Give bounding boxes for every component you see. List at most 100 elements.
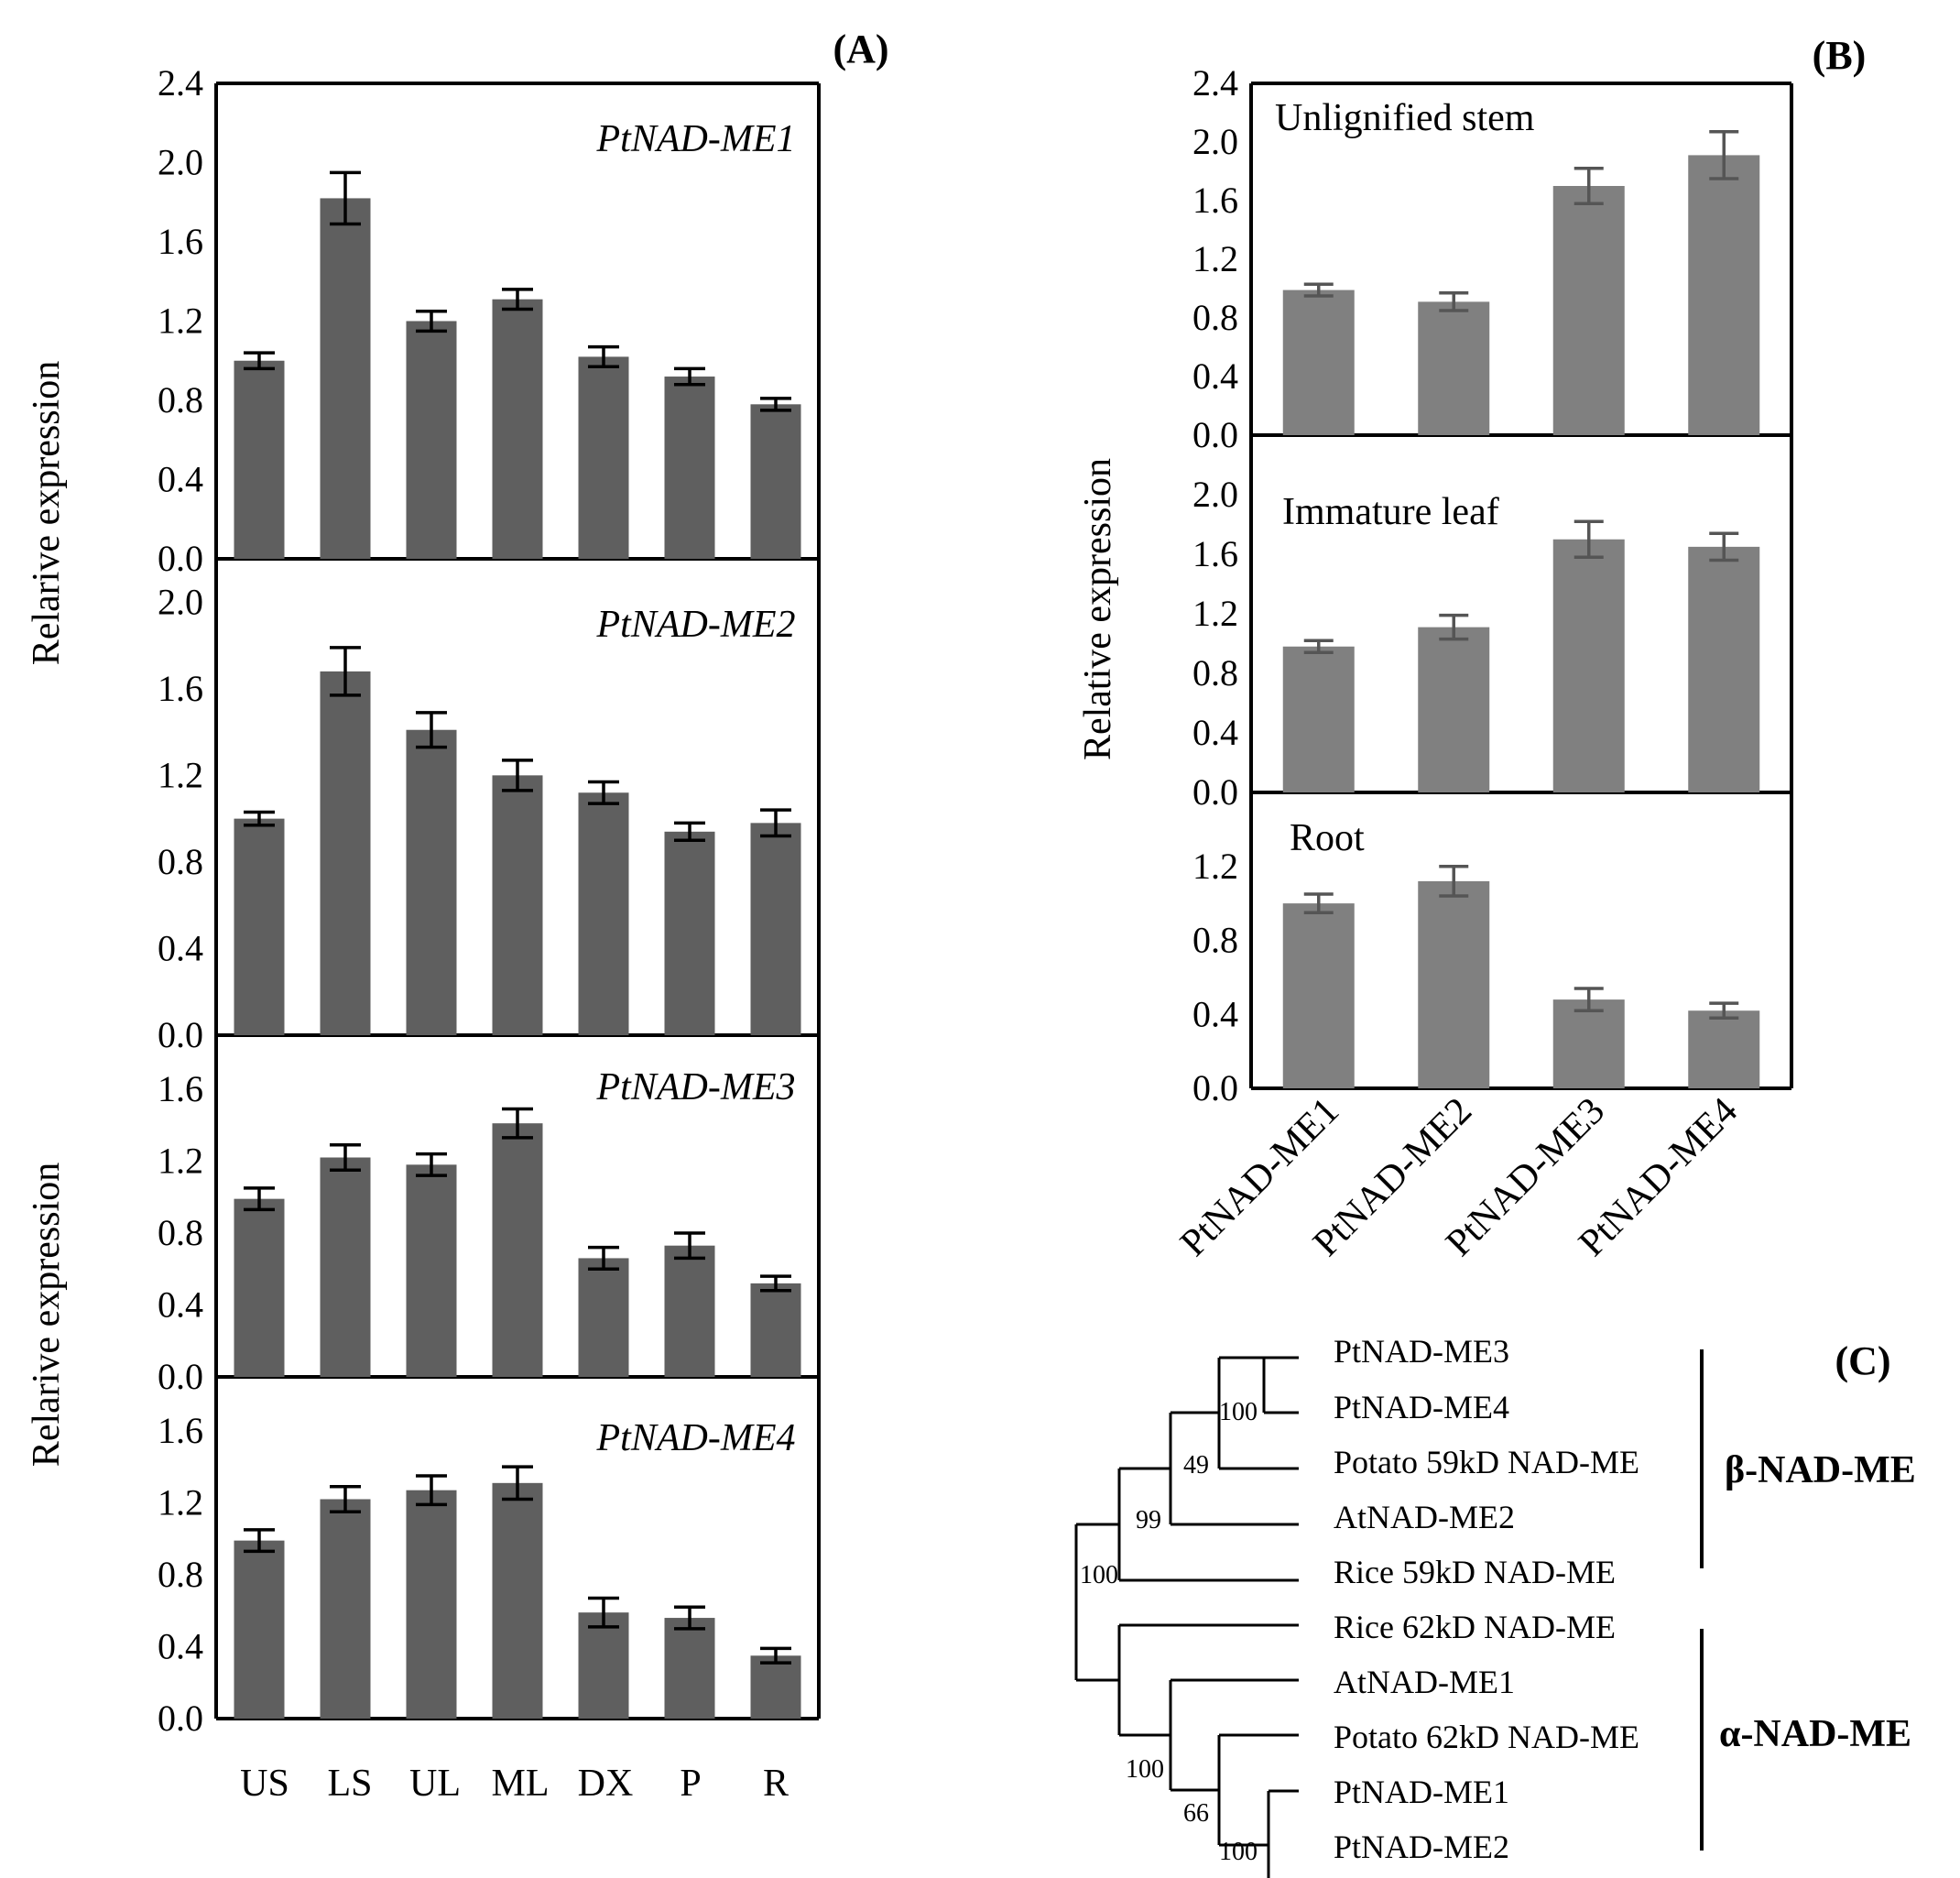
y-tick-label: 0.8 (1192, 297, 1238, 338)
y-tick-label: 1.2 (1192, 846, 1238, 887)
y-tick-label: 0.4 (158, 1625, 203, 1666)
bootstrap-value: 66 (1183, 1799, 1209, 1828)
x-tick-label: US (240, 1763, 289, 1805)
chart-unlignified-stem: 0.0 0.4 0.8 1.2 1.6 2.0 2.4 Unlignified stem (1192, 62, 1793, 455)
tree-leaf-label: AtNAD-ME2 (1334, 1499, 1515, 1535)
y-tick-label: 0.8 (158, 841, 203, 882)
y-tick-label: 1.2 (158, 1481, 203, 1523)
bar (320, 198, 371, 560)
y-tick-label: 0.8 (158, 379, 203, 420)
y-tick-label: 0.0 (158, 1014, 203, 1055)
bar (406, 729, 457, 1035)
bar (492, 775, 543, 1035)
tree-leaf-label: Rice 62kD NAD-ME (1334, 1609, 1616, 1645)
x-tick-label: LS (327, 1763, 372, 1805)
y-tick-label: 1.6 (158, 221, 203, 262)
chart-ptnad-me2: 0.0 0.4 0.8 1.2 1.6 2.0 PtNAD-ME2 (158, 559, 821, 1055)
y-tick-label: 0.4 (1192, 355, 1238, 397)
bootstrap-value: 99 (1136, 1506, 1161, 1534)
chart-ptnad-me1: 0.0 0.4 0.8 1.2 1.6 2.0 2.4 PtNAD-ME1 (158, 62, 821, 579)
bar (320, 671, 371, 1035)
bar (664, 377, 715, 559)
y-tick-label: 1.2 (1192, 238, 1238, 279)
chart-title: PtNAD-ME3 (596, 1066, 796, 1108)
y-axis-label-b: Relative expression (1077, 458, 1119, 760)
bar (492, 299, 543, 559)
bar (750, 1655, 801, 1719)
y-tick-label: 0.0 (1192, 771, 1238, 813)
x-tick-label: DX (578, 1763, 634, 1805)
bar (750, 404, 801, 559)
bar (406, 1164, 457, 1377)
bar (234, 818, 285, 1035)
bar (492, 1482, 543, 1719)
bar (320, 1499, 371, 1719)
panel-label-c: (C) (1835, 1338, 1890, 1383)
tree-leaf-label: PtNAD-ME2 (1334, 1829, 1509, 1865)
y-tick-label: 1.6 (158, 1068, 203, 1109)
bootstrap-value: 100 (1080, 1561, 1118, 1589)
y-tick-label: 1.2 (1192, 593, 1238, 634)
y-tick-label: 0.8 (158, 1554, 203, 1595)
y-tick-label: 1.6 (158, 1410, 203, 1451)
y-tick-label: 0.0 (158, 538, 203, 579)
chart-title: Immature leaf (1282, 491, 1499, 533)
y-tick-label: 0.0 (158, 1356, 203, 1397)
bar (234, 1198, 285, 1377)
y-tick-label: 0.8 (1192, 920, 1238, 961)
chart-title: PtNAD-ME4 (596, 1417, 796, 1459)
tree-leaf-label: Potato 62kD NAD-ME (1334, 1719, 1639, 1755)
panel-label-b: (B) (1813, 33, 1867, 78)
tree-branch (1117, 1623, 1299, 1737)
chart-title: Unlignified stem (1275, 97, 1535, 139)
bar (1552, 539, 1625, 792)
bar (1282, 289, 1355, 435)
y-tick-label: 0.0 (158, 1698, 203, 1739)
group-label-beta: β-NAD-ME (1725, 1449, 1916, 1491)
tree-leaf-label: PtNAD-ME1 (1334, 1774, 1509, 1810)
y-tick-label: 1.2 (158, 1140, 203, 1181)
tree-leaf-label: PtNAD-ME3 (1334, 1333, 1509, 1370)
bar (1282, 646, 1355, 792)
bar (1418, 301, 1490, 435)
tree-branch (1217, 1733, 1299, 1847)
x-tick-label: UL (409, 1763, 461, 1805)
bar (664, 1245, 715, 1377)
y-tick-label: 2.0 (158, 581, 203, 622)
y-axis-label-a-bottom: Relarive expression (26, 1163, 68, 1467)
bar (578, 792, 629, 1035)
bootstrap-value: 100 (1219, 1838, 1258, 1866)
bar (406, 1490, 457, 1719)
y-tick-label: 0.0 (1192, 1067, 1238, 1108)
phylogenetic-tree (1074, 1356, 1299, 1878)
bar (664, 1618, 715, 1719)
panel-label-a: (A) (833, 27, 888, 71)
tree-branch (1117, 1467, 1299, 1582)
y-tick-label: 1.2 (158, 754, 203, 795)
bar (750, 1283, 801, 1377)
y-tick-label: 0.8 (1192, 652, 1238, 693)
x-tick-label: ML (492, 1763, 550, 1805)
bar (750, 823, 801, 1035)
y-tick-label: 2.4 (1192, 62, 1238, 104)
bar (406, 321, 457, 559)
bar (578, 356, 629, 559)
y-tick-label: 2.4 (158, 62, 203, 104)
tree-leaf-label: PtNAD-ME4 (1334, 1389, 1509, 1425)
chart-title: Root (1290, 817, 1365, 859)
y-tick-label: 0.4 (158, 927, 203, 968)
tree-branch (1169, 1678, 1299, 1792)
tree-branch (1217, 1356, 1299, 1470)
bootstrap-value: 100 (1219, 1398, 1258, 1426)
tree-leaf-label: Potato 59kD NAD-ME (1334, 1444, 1639, 1480)
y-tick-label: 1.2 (158, 300, 203, 342)
tree-branch (1262, 1357, 1299, 1414)
y-tick-label: 2.0 (1192, 474, 1238, 515)
bar (578, 1258, 629, 1377)
bar (1552, 999, 1625, 1088)
bar (664, 831, 715, 1035)
y-tick-label: 0.4 (1192, 712, 1238, 753)
group-label-alpha: α-NAD-ME (1719, 1713, 1911, 1755)
